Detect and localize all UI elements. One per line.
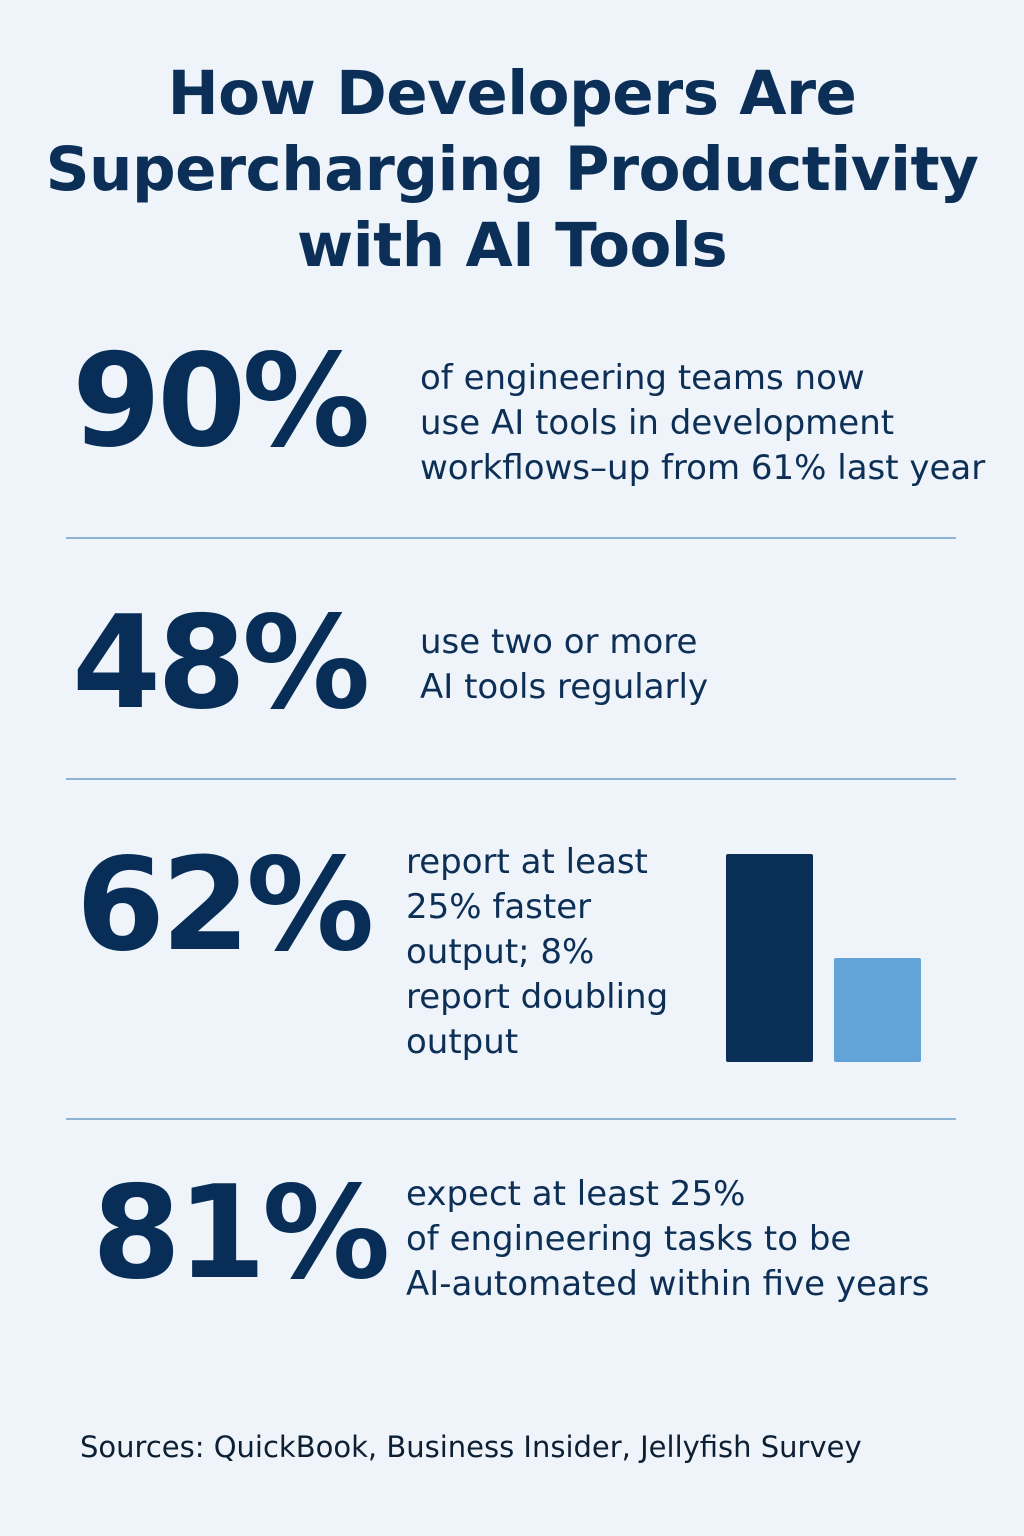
stat-description-4: expect at least 25% of engineering tasks… bbox=[406, 1172, 929, 1307]
stat-description-4-line-1: expect at least 25% bbox=[406, 1174, 746, 1214]
stat-description-2: use two or more AI tools regularly bbox=[420, 620, 708, 710]
stat-description-1-line-1: of engineering teams now bbox=[420, 358, 865, 398]
stat-description-3-line-5: output bbox=[406, 1022, 519, 1062]
stat-description-2-line-1: use two or more bbox=[420, 622, 698, 662]
stat-description-3-line-3: output; 8% bbox=[406, 932, 595, 972]
stat-value-2: 48% bbox=[72, 589, 370, 738]
title-line-3: with AI Tools bbox=[296, 210, 728, 281]
stat-description-3-line-1: report at least bbox=[406, 842, 648, 882]
title-line-2: Supercharging Productivity bbox=[45, 134, 979, 205]
page-title: How Developers Are Supercharging Product… bbox=[40, 56, 984, 284]
stat-description-1-line-3: workflows–up from 61% last year bbox=[420, 448, 986, 488]
mini-chart-bar-1 bbox=[726, 854, 813, 1062]
stat-description-2-line-2: AI tools regularly bbox=[420, 667, 709, 707]
stat-description-3-line-2: 25% faster bbox=[406, 887, 592, 927]
divider-1 bbox=[66, 537, 956, 539]
stat-description-1: of engineering teams now use AI tools in… bbox=[420, 356, 985, 491]
stat-description-4-line-2: of engineering tasks to be bbox=[406, 1219, 852, 1259]
mini-chart-bar-2 bbox=[834, 958, 921, 1062]
stat-description-3: report at least 25% faster output; 8% re… bbox=[406, 840, 668, 1065]
divider-3 bbox=[66, 1118, 956, 1120]
title-line-1: How Developers Are bbox=[167, 58, 857, 129]
divider-2 bbox=[66, 778, 956, 780]
stat-value-1: 90% bbox=[72, 327, 370, 476]
stat-value-4: 81% bbox=[92, 1159, 390, 1308]
stat-value-3: 62% bbox=[76, 831, 374, 980]
sources-note: Sources: QuickBook, Business Insider, Je… bbox=[80, 1430, 862, 1464]
stat-description-1-line-2: use AI tools in development bbox=[420, 403, 895, 443]
stat-description-4-line-3: AI-automated within five years bbox=[406, 1264, 930, 1304]
stat-description-3-line-4: report doubling bbox=[406, 977, 669, 1017]
